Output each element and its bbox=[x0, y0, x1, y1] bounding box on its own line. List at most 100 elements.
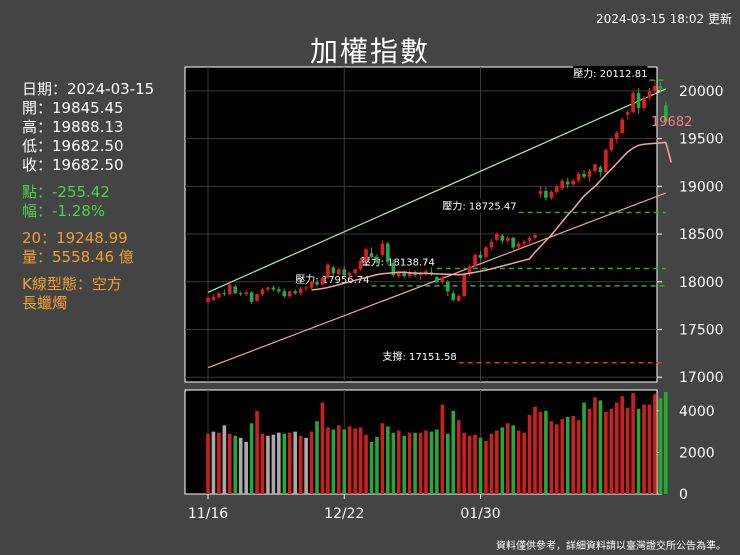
volume-y-tick-label: 2000 bbox=[679, 445, 715, 461]
candle bbox=[337, 267, 341, 277]
info-points-change: 點：-255.42 bbox=[22, 183, 110, 201]
price-panel bbox=[184, 66, 658, 383]
volume-bar bbox=[582, 402, 586, 494]
candle bbox=[304, 285, 308, 292]
price-y-tick-label: 18000 bbox=[679, 275, 724, 291]
candle-body bbox=[238, 293, 243, 295]
volume-bar bbox=[587, 408, 592, 494]
candle bbox=[211, 294, 216, 301]
candle bbox=[549, 190, 554, 200]
volume-bar bbox=[478, 437, 483, 494]
candle-body bbox=[576, 173, 581, 181]
volume-bar bbox=[386, 426, 390, 494]
volume-bar bbox=[277, 432, 281, 494]
price-y-tick-label: 20000 bbox=[679, 84, 724, 100]
resistance-label-bg bbox=[360, 254, 435, 269]
candle-body bbox=[446, 281, 450, 292]
candle bbox=[636, 88, 641, 114]
candle bbox=[347, 271, 352, 278]
info-date: 日期：2024-03-15 bbox=[22, 80, 155, 98]
candle-body bbox=[565, 181, 570, 185]
volume-bar bbox=[298, 435, 303, 494]
candle-body bbox=[440, 277, 445, 282]
candle bbox=[435, 276, 439, 284]
candle bbox=[489, 238, 494, 251]
candle-body bbox=[614, 132, 619, 139]
volume-bar bbox=[326, 427, 330, 494]
volume-bar bbox=[435, 429, 439, 494]
volume-bar bbox=[238, 437, 243, 494]
volume-bar bbox=[293, 431, 297, 494]
candle bbox=[320, 277, 325, 286]
candle-body bbox=[511, 237, 515, 248]
candle-body bbox=[369, 253, 374, 257]
volume-bar bbox=[228, 433, 232, 494]
candle-body bbox=[484, 247, 488, 257]
candle bbox=[293, 289, 297, 296]
candle-body bbox=[315, 281, 319, 285]
candle-body bbox=[533, 235, 537, 238]
candle-body bbox=[620, 119, 624, 133]
candle-body bbox=[495, 234, 499, 240]
candle-body bbox=[642, 97, 646, 109]
candle bbox=[282, 288, 287, 298]
candle bbox=[604, 148, 608, 173]
candle bbox=[462, 272, 466, 298]
ma20-line bbox=[311, 141, 673, 291]
volume-bar bbox=[353, 428, 357, 494]
candle-body bbox=[516, 243, 521, 248]
quote-info-panel: 日期：2024-03-15 開：19845.45 高：19888.13 低：19… bbox=[22, 80, 154, 313]
x-tick-label: 11/16 bbox=[188, 506, 228, 522]
volume-bar bbox=[407, 432, 412, 494]
candle-body bbox=[549, 192, 554, 198]
candle bbox=[647, 88, 652, 101]
resistance-label: 壓力: 18138.74 bbox=[361, 256, 435, 269]
candle bbox=[315, 279, 319, 287]
candle-body bbox=[598, 167, 603, 172]
support-label-bg bbox=[382, 348, 457, 363]
candle-body bbox=[587, 171, 592, 177]
candle-body bbox=[522, 241, 526, 244]
candle-body bbox=[391, 262, 396, 276]
candle bbox=[505, 235, 510, 244]
candle bbox=[495, 232, 499, 242]
candle-body bbox=[664, 105, 668, 122]
volume-bar bbox=[456, 420, 461, 494]
volume-bar bbox=[571, 416, 575, 494]
candle-body bbox=[396, 272, 401, 277]
info-open: 開：19845.45 bbox=[22, 99, 124, 117]
candle bbox=[533, 233, 537, 240]
candle-body bbox=[320, 277, 325, 285]
candle-body bbox=[266, 287, 270, 290]
volume-bar bbox=[636, 408, 641, 494]
info-pattern-value: 長蠟燭 bbox=[22, 294, 68, 312]
volume-bar bbox=[418, 432, 423, 494]
candle bbox=[228, 282, 232, 296]
candle-body bbox=[402, 273, 406, 277]
volume-bar bbox=[631, 393, 635, 494]
candle bbox=[576, 172, 581, 183]
volume-bar bbox=[342, 429, 347, 494]
volume-bar bbox=[375, 436, 379, 494]
candle-body bbox=[500, 235, 505, 241]
candle-body bbox=[287, 291, 292, 297]
candle bbox=[484, 245, 488, 259]
volume-bar bbox=[402, 435, 406, 494]
candle-body bbox=[653, 86, 657, 91]
candle-body bbox=[538, 191, 543, 194]
candle-body bbox=[625, 111, 630, 115]
candle-body bbox=[386, 243, 390, 262]
volume-bar bbox=[484, 440, 488, 494]
candle-body bbox=[293, 291, 297, 294]
candle bbox=[238, 291, 243, 297]
candle bbox=[407, 270, 412, 278]
candle bbox=[255, 293, 259, 302]
volume-bar bbox=[249, 423, 254, 494]
volume-bar bbox=[358, 427, 363, 494]
candle-body bbox=[631, 92, 635, 112]
candle-body bbox=[364, 249, 368, 261]
candle bbox=[342, 266, 347, 277]
candle-body bbox=[326, 264, 330, 278]
resistance-label: 壓力: 17956.74 bbox=[295, 273, 369, 286]
candle bbox=[593, 163, 597, 173]
